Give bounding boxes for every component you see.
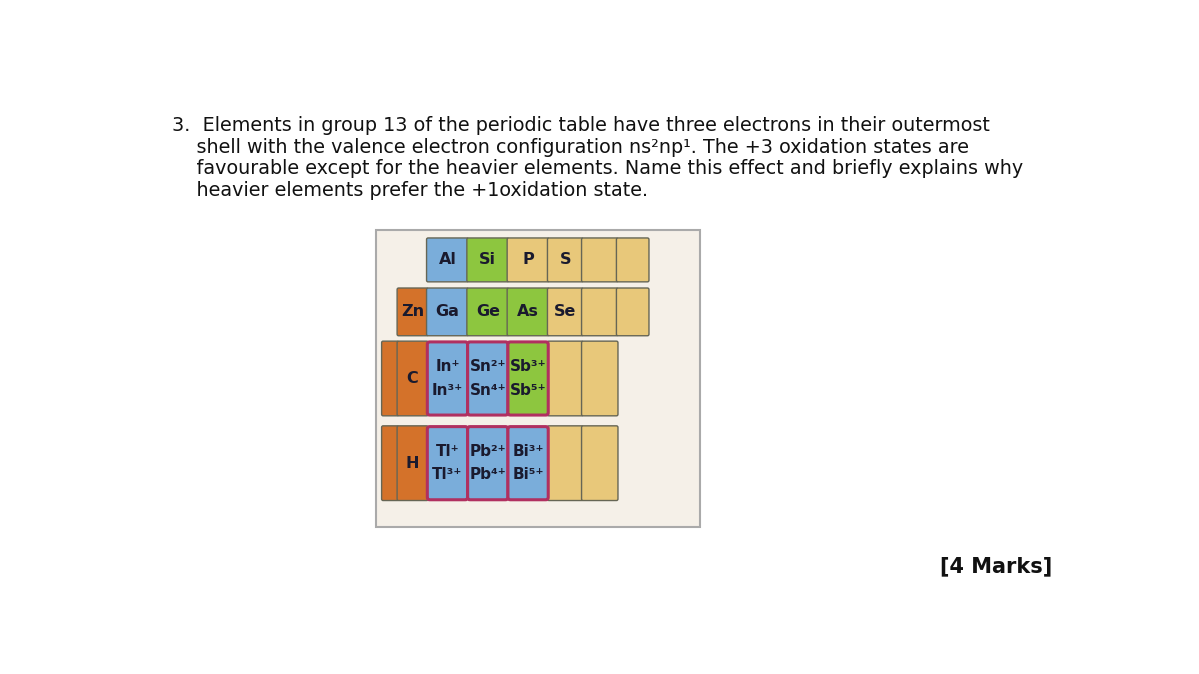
Text: Sb⁵⁺: Sb⁵⁺ xyxy=(510,383,547,398)
FancyBboxPatch shape xyxy=(397,288,428,336)
Text: Bi⁵⁺: Bi⁵⁺ xyxy=(512,467,544,483)
FancyBboxPatch shape xyxy=(548,288,583,336)
Text: 3.  Elements in group 13 of the periodic table have three electrons in their out: 3. Elements in group 13 of the periodic … xyxy=(171,117,989,135)
Text: Se: Se xyxy=(554,305,577,319)
Text: Zn: Zn xyxy=(400,305,424,319)
Text: In⁺: In⁺ xyxy=(435,359,459,374)
FancyBboxPatch shape xyxy=(616,288,649,336)
FancyBboxPatch shape xyxy=(548,426,583,501)
FancyBboxPatch shape xyxy=(582,341,617,416)
FancyBboxPatch shape xyxy=(582,238,617,282)
FancyBboxPatch shape xyxy=(381,341,398,416)
FancyBboxPatch shape xyxy=(466,288,508,336)
FancyBboxPatch shape xyxy=(397,341,428,416)
Text: In³⁺: In³⁺ xyxy=(432,383,463,398)
Text: P: P xyxy=(523,252,534,268)
FancyBboxPatch shape xyxy=(507,238,549,282)
FancyBboxPatch shape xyxy=(616,238,649,282)
FancyBboxPatch shape xyxy=(427,288,469,336)
Text: heavier elements prefer the +1oxidation state.: heavier elements prefer the +1oxidation … xyxy=(171,181,647,200)
Text: Pb⁴⁺: Pb⁴⁺ xyxy=(469,467,506,483)
FancyBboxPatch shape xyxy=(427,342,468,415)
Bar xyxy=(376,231,700,526)
FancyBboxPatch shape xyxy=(508,427,548,499)
Text: H: H xyxy=(405,456,420,470)
Text: favourable except for the heavier elements. Name this effect and briefly explain: favourable except for the heavier elemen… xyxy=(171,160,1023,179)
FancyBboxPatch shape xyxy=(582,426,617,501)
Text: Al: Al xyxy=(439,252,457,268)
FancyBboxPatch shape xyxy=(468,342,508,415)
Text: Ge: Ge xyxy=(476,305,500,319)
Text: S: S xyxy=(560,252,571,268)
Text: Bi³⁺: Bi³⁺ xyxy=(512,444,544,459)
Text: [4 Marks]: [4 Marks] xyxy=(940,557,1053,577)
Text: Pb²⁺: Pb²⁺ xyxy=(470,444,506,459)
Text: shell with the valence electron configuration ns²np¹. The +3 oxidation states ar: shell with the valence electron configur… xyxy=(171,138,969,157)
Text: Sn⁴⁺: Sn⁴⁺ xyxy=(470,383,506,398)
Text: Tl³⁺: Tl³⁺ xyxy=(433,467,463,483)
FancyBboxPatch shape xyxy=(507,288,549,336)
Text: Si: Si xyxy=(480,252,496,268)
FancyBboxPatch shape xyxy=(548,341,583,416)
Text: C: C xyxy=(406,371,418,386)
FancyBboxPatch shape xyxy=(427,427,468,499)
FancyBboxPatch shape xyxy=(468,427,508,499)
Text: Ga: Ga xyxy=(435,305,459,319)
FancyBboxPatch shape xyxy=(582,288,617,336)
Text: Tl⁺: Tl⁺ xyxy=(435,444,459,459)
Text: Sn²⁺: Sn²⁺ xyxy=(470,359,506,374)
FancyBboxPatch shape xyxy=(508,342,548,415)
FancyBboxPatch shape xyxy=(427,238,469,282)
FancyBboxPatch shape xyxy=(548,238,583,282)
Text: Sb³⁺: Sb³⁺ xyxy=(510,359,547,374)
FancyBboxPatch shape xyxy=(466,238,508,282)
Text: As: As xyxy=(517,305,540,319)
FancyBboxPatch shape xyxy=(397,426,428,501)
FancyBboxPatch shape xyxy=(381,426,398,501)
